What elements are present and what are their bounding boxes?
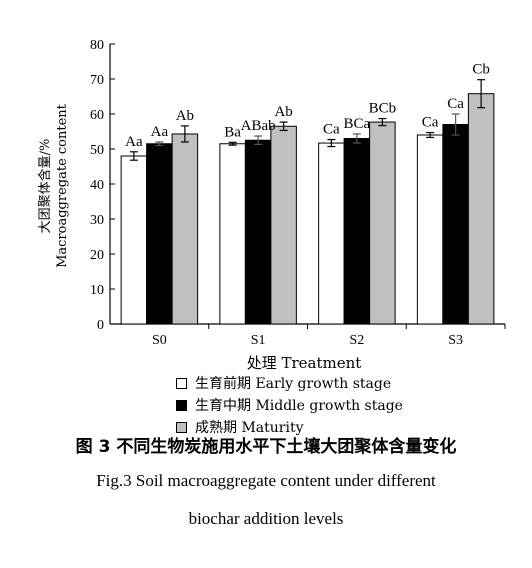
x-tick-label: S3 [448, 333, 463, 348]
bar-significance-label: Aa [151, 124, 169, 140]
bar [467, 93, 495, 325]
y-tick-label: 10 [90, 283, 104, 298]
y-tick-label: 20 [90, 248, 104, 263]
bar-significance-label: ABab [241, 118, 276, 134]
y-tick-label: 30 [90, 213, 104, 228]
legend-item-maturity: 成熟期 Maturity [176, 416, 403, 438]
legend-swatch-early [176, 377, 187, 389]
bar-significance-label: Ca [323, 122, 340, 138]
y-tick-label: 50 [90, 143, 104, 158]
figure-caption-chinese: 图 3 不同生物炭施用水平下土壤大团聚体含量变化 [75, 437, 457, 457]
legend-label-middle: 生育中期 Middle growth stage [195, 398, 403, 414]
chart-bars [120, 93, 495, 325]
legend-swatch-maturity [176, 421, 187, 433]
y-tick-label: 40 [90, 178, 104, 193]
bar-significance-label: BCb [369, 101, 397, 117]
chart-error-bars [129, 79, 486, 161]
figure-caption-english-line2: biochar addition levels [188, 509, 344, 528]
legend-swatch-middle [176, 399, 187, 411]
legend-item-early: 生育前期 Early growth stage [176, 372, 403, 394]
bar-significance-label: Ca [422, 115, 439, 131]
y-tick-label: 70 [90, 73, 104, 88]
bar [219, 143, 246, 325]
bar-significance-label: Ab [274, 104, 292, 120]
x-axis-label: 处理 Treatment [247, 354, 362, 372]
legend-item-middle: 生育中期 Middle growth stage [176, 394, 403, 416]
bar-chart: 0 10 20 30 40 50 60 70 80 S0 S1 S2 S3 Aa Ba Ca Ca Aa ABab… [37, 38, 506, 372]
bar-significance-label: BCa [344, 116, 371, 132]
bar [318, 142, 345, 325]
bar-significance-label: Ab [176, 108, 194, 124]
bar [244, 139, 272, 325]
bar-significance-label: Aa [125, 134, 143, 150]
bar [343, 138, 371, 325]
bar-significance-label: Ca [447, 96, 464, 112]
legend-label-early: 生育前期 Early growth stage [195, 376, 392, 392]
bar [416, 134, 444, 325]
chart-axes: 0 10 20 30 40 50 60 70 80 S0 S1 S2 S3 [90, 38, 506, 348]
y-axis-label-english: Macroaggregate content [55, 103, 70, 268]
bar-significance-label: Ba [224, 124, 241, 140]
figure-caption-english-line1: Fig.3 Soil macroaggregate content under … [96, 471, 436, 490]
x-tick-label: S0 [152, 333, 167, 348]
bar [120, 155, 148, 325]
x-tick-label: S2 [349, 333, 364, 348]
x-tick-label: S1 [251, 333, 266, 348]
chart-legend: 生育前期 Early growth stage 生育中期 Middle grow… [176, 372, 403, 438]
bar [369, 121, 396, 325]
bar [146, 143, 173, 325]
y-tick-label: 60 [90, 108, 104, 123]
bar [171, 133, 199, 325]
bar [270, 125, 297, 325]
y-axis-label-chinese: 大团聚体含量/% [37, 139, 53, 234]
bar [442, 124, 469, 325]
legend-label-maturity: 成熟期 Maturity [195, 420, 304, 436]
y-tick-label: 0 [97, 318, 104, 333]
bar-significance-label: Cb [472, 62, 490, 78]
y-tick-label: 80 [90, 38, 104, 53]
